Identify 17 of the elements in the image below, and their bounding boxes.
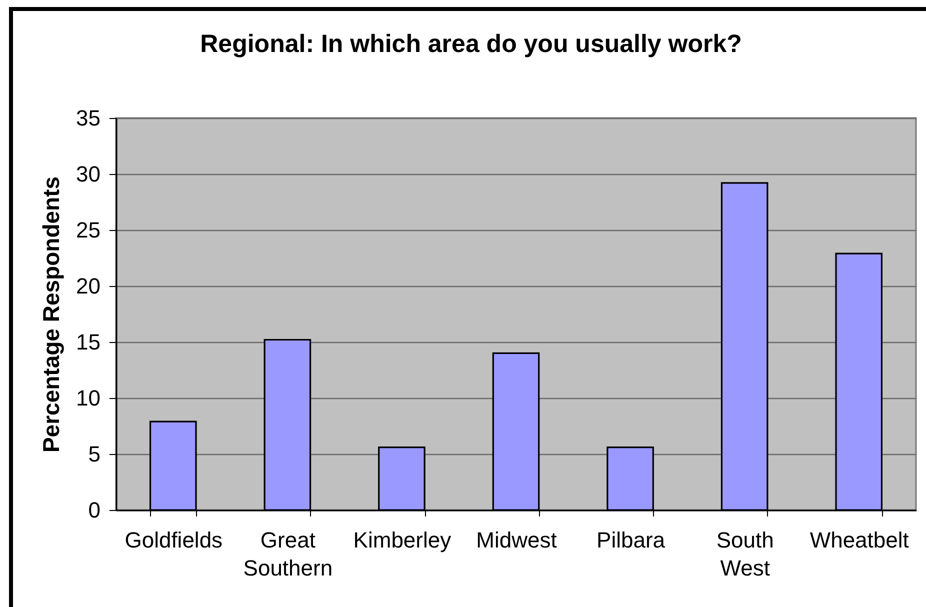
y-tick-label: 20	[76, 274, 100, 298]
y-tick-label: 5	[88, 442, 100, 466]
y-tick-label: 10	[76, 386, 100, 410]
y-tick-label: 30	[76, 162, 100, 186]
y-tick-label: 0	[88, 498, 100, 522]
y-tick-label: 15	[76, 330, 100, 354]
x-tick-label: South West	[716, 528, 774, 580]
y-axis-title: Percentage Respondents	[38, 176, 64, 453]
x-tick-label: Pilbara	[596, 528, 666, 552]
y-tick-label: 35	[76, 106, 100, 130]
x-tick-label: Kimberley	[353, 528, 452, 552]
chart-title: Regional: In which area do you usually work?	[200, 30, 742, 58]
x-tick-label: Midwest	[476, 528, 557, 552]
x-tick-label: Great Southern	[243, 528, 333, 580]
y-tick-label: 25	[76, 218, 100, 242]
x-tick-label: Wheatbelt	[810, 528, 909, 552]
x-tick-label: Goldfields	[124, 528, 223, 552]
